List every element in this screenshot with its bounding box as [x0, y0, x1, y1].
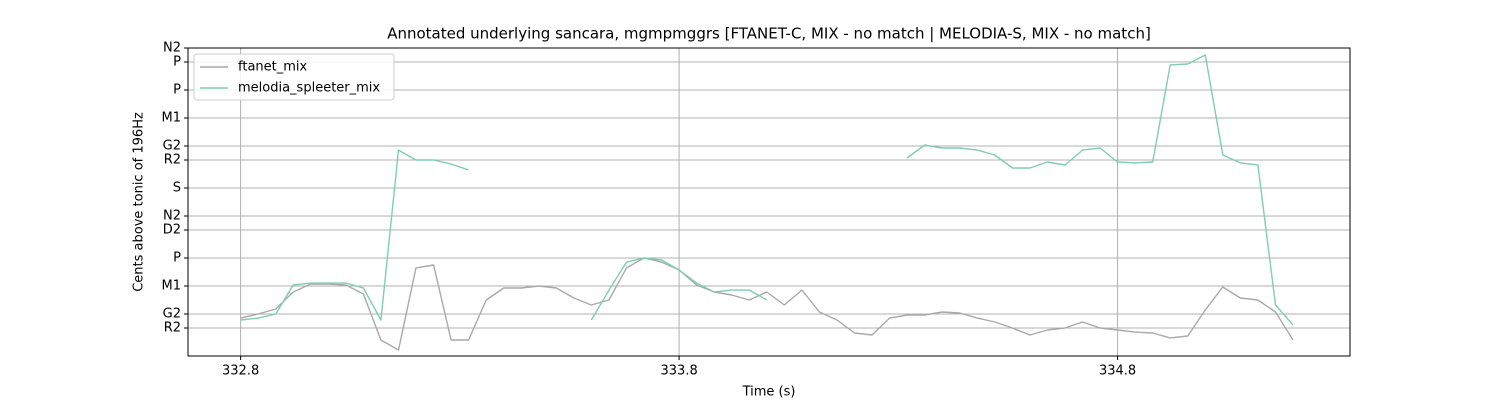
- y-tick-label: D2: [163, 223, 181, 238]
- y-tick-label: P: [173, 83, 181, 98]
- y-tick-label: R2: [164, 321, 181, 336]
- y-tick-label: M1: [162, 279, 182, 294]
- y-tick-label: N2: [163, 41, 181, 56]
- y-tick-label: M1: [162, 111, 182, 126]
- legend-label: ftanet_mix: [238, 60, 308, 75]
- series-line: [240, 54, 1294, 326]
- legend-box: [193, 53, 395, 101]
- x-axis-label: Time (s): [742, 385, 796, 400]
- legend: ftanet_mix melodia_spleeter_mix: [193, 53, 395, 101]
- y-tick-label: N2: [163, 209, 181, 224]
- plot-frame: [187, 47, 1351, 357]
- y-tick-label: S: [173, 181, 181, 196]
- x-tick-label: 332.8: [222, 364, 259, 379]
- chart-title: Annotated underlying sancara, mgmpmggrs …: [387, 25, 1151, 43]
- series-line: [240, 257, 1294, 351]
- legend-label: melodia_spleeter_mix: [238, 81, 380, 96]
- y-tick-label: G2: [163, 139, 181, 154]
- y-tick-label: G2: [163, 307, 181, 322]
- y-axis-label: Cents above tonic of 196Hz: [132, 112, 147, 292]
- x-tick-label: 333.8: [661, 364, 698, 379]
- y-tick-label: P: [173, 251, 181, 266]
- y-tick-label: R2: [164, 153, 181, 168]
- y-tick-label: P: [173, 55, 181, 70]
- x-tick-label: 334.8: [1099, 364, 1136, 379]
